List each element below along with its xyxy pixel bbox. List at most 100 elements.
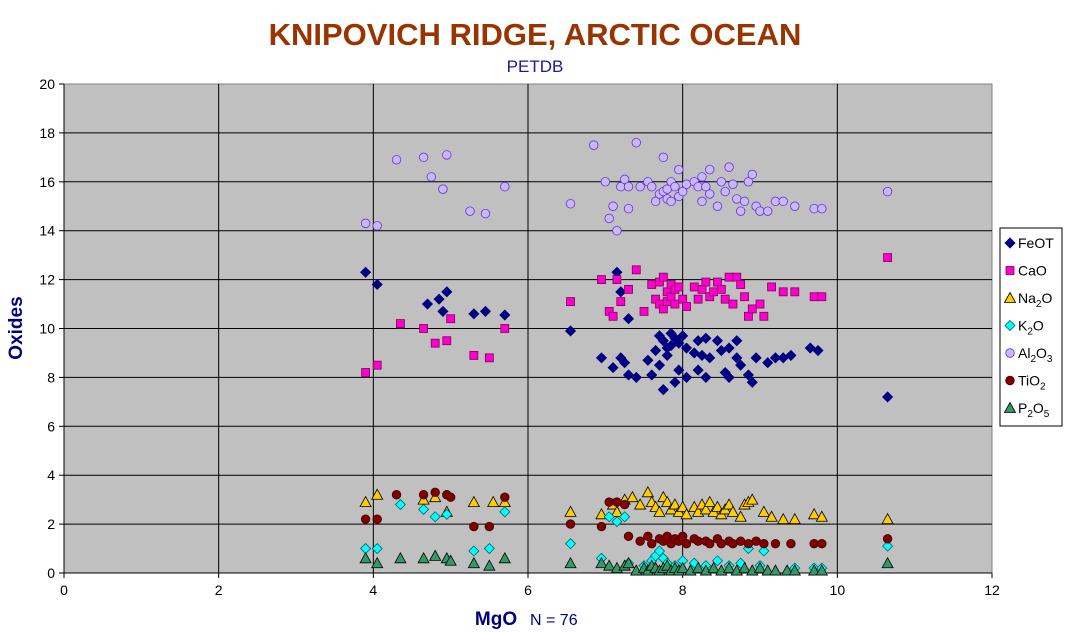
point-al2o3 xyxy=(480,208,491,219)
y-tick-label: 8 xyxy=(47,369,55,385)
point-tio2 xyxy=(445,492,456,502)
point-k2o xyxy=(441,508,453,520)
point-p2o5 xyxy=(595,556,608,569)
point-feot xyxy=(711,335,724,347)
point-k2o xyxy=(371,542,383,555)
point-feot xyxy=(700,332,712,344)
point-k2o xyxy=(653,545,666,557)
point-p2o5 xyxy=(722,561,736,574)
x-tick-label: 0 xyxy=(60,582,68,598)
point-tio2 xyxy=(418,490,429,500)
point-tio2 xyxy=(809,538,819,549)
point-al2o3 xyxy=(670,181,680,192)
point-cao xyxy=(446,314,456,324)
point-feot xyxy=(750,352,762,364)
point-na2o xyxy=(668,498,682,510)
x-tick-label: 12 xyxy=(984,582,1000,598)
point-al2o3 xyxy=(735,206,746,216)
point-al2o3 xyxy=(778,196,788,207)
point-p2o5 xyxy=(788,564,801,576)
point-al2o3 xyxy=(465,206,475,216)
point-al2o3 xyxy=(739,196,750,207)
point-al2o3 xyxy=(658,152,669,163)
point-na2o xyxy=(699,503,713,515)
point-cao xyxy=(755,299,765,309)
point-feot xyxy=(723,342,735,354)
legend-label-cao: CaO xyxy=(1018,263,1047,279)
point-cao xyxy=(419,324,429,333)
point-al2o3 xyxy=(720,186,730,197)
point-tio2 xyxy=(500,492,510,502)
point-tio2 xyxy=(484,521,495,532)
point-tio2 xyxy=(635,536,645,546)
point-p2o5 xyxy=(603,559,616,571)
point-feot xyxy=(607,362,619,374)
point-tio2 xyxy=(817,538,827,549)
legend-marker-na2o xyxy=(1003,291,1017,303)
y-axis-ticks: 0 2 4 6 8 10 12 14 16 18 20 xyxy=(39,76,65,581)
point-feot xyxy=(677,330,689,342)
y-tick-label: 10 xyxy=(39,321,55,337)
point-tio2 xyxy=(360,514,371,524)
point-na2o xyxy=(487,495,500,507)
point-feot xyxy=(499,309,511,321)
point-tio2 xyxy=(647,538,657,549)
point-al2o3 xyxy=(631,137,641,148)
point-cao xyxy=(597,275,606,285)
point-na2o xyxy=(746,493,759,505)
point-cao xyxy=(817,292,827,302)
point-na2o xyxy=(653,505,666,517)
point-cao xyxy=(361,368,371,377)
point-tio2 xyxy=(469,521,479,532)
point-p2o5 xyxy=(622,556,635,569)
point-cao xyxy=(678,294,688,304)
point-na2o xyxy=(676,500,689,512)
point-al2o3 xyxy=(716,177,727,187)
point-cao xyxy=(612,275,622,285)
point-al2o3 xyxy=(391,155,402,165)
point-tio2 xyxy=(596,521,607,532)
point-tio2 xyxy=(786,538,796,549)
point-tio2 xyxy=(623,531,634,542)
point-al2o3 xyxy=(817,203,827,214)
point-tio2 xyxy=(693,536,703,546)
point-feot xyxy=(704,352,716,364)
point-na2o xyxy=(765,510,778,522)
point-al2o3 xyxy=(623,181,634,192)
series-cao xyxy=(361,253,892,377)
point-al2o3 xyxy=(619,174,630,185)
point-p2o5 xyxy=(417,552,430,564)
point-cao xyxy=(790,287,800,297)
point-cao xyxy=(624,284,633,294)
legend-marker-cao xyxy=(1005,266,1015,275)
point-cao xyxy=(724,272,734,282)
point-p2o5 xyxy=(429,549,442,561)
point-p2o5 xyxy=(769,564,782,576)
point-cao xyxy=(697,284,707,294)
point-cao xyxy=(372,360,382,370)
point-k2o xyxy=(418,503,430,515)
point-p2o5 xyxy=(371,556,384,569)
point-al2o3 xyxy=(697,196,707,207)
point-k2o xyxy=(882,540,894,552)
point-tio2 xyxy=(643,531,653,542)
y-tick-label: 20 xyxy=(39,76,55,92)
legend-marker-feot xyxy=(1004,237,1016,249)
point-feot xyxy=(657,384,669,396)
point-feot xyxy=(468,308,480,320)
point-na2o xyxy=(661,495,674,507)
point-al2o3 xyxy=(677,186,688,197)
point-na2o xyxy=(757,505,771,517)
point-al2o3 xyxy=(790,201,800,211)
point-al2o3 xyxy=(701,181,711,192)
point-al2o3 xyxy=(418,152,429,163)
point-al2o3 xyxy=(770,196,781,207)
point-al2o3 xyxy=(755,206,765,216)
point-feot xyxy=(673,337,685,349)
point-k2o xyxy=(711,555,724,567)
y-tick-label: 2 xyxy=(47,516,55,532)
x-tick-label: 4 xyxy=(369,582,377,598)
series-feot xyxy=(360,266,894,403)
point-cao xyxy=(767,282,776,292)
